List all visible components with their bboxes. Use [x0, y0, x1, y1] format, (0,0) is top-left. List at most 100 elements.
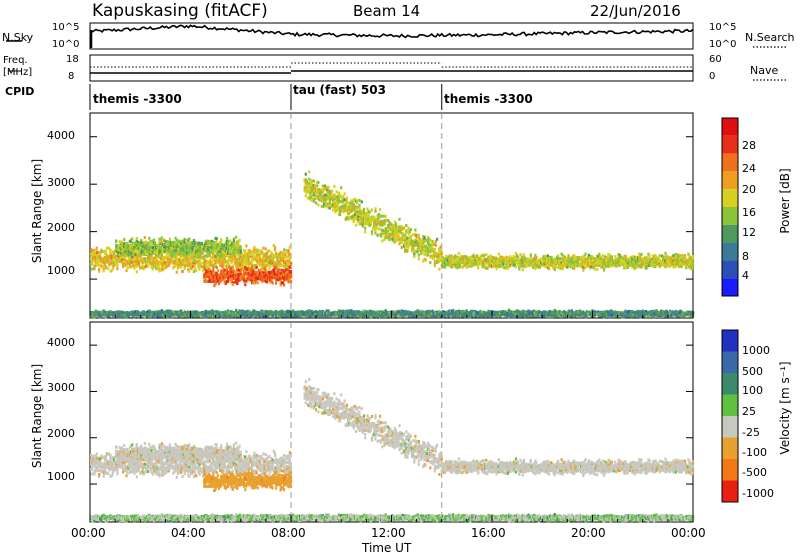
power-cell	[205, 240, 207, 243]
power-cell	[185, 239, 187, 242]
power-cell	[189, 248, 191, 251]
power-cell	[276, 253, 278, 256]
power-cell	[107, 267, 109, 270]
power-cell	[185, 255, 187, 258]
velocity-cell	[183, 459, 185, 462]
power-cell	[136, 265, 138, 268]
power-cell	[237, 242, 239, 245]
power-cell	[240, 250, 242, 253]
power-cell	[112, 267, 114, 270]
velocity-cell	[149, 446, 151, 449]
velocity-cell	[105, 471, 107, 474]
power-cell	[159, 270, 161, 273]
power-cell	[161, 241, 163, 244]
velocity-cell	[136, 470, 138, 473]
power-cell	[248, 256, 250, 259]
power-cell	[252, 258, 254, 261]
power-cell	[188, 263, 190, 266]
velocity-cell	[272, 486, 274, 489]
power-cell	[199, 255, 201, 258]
power-cell	[111, 255, 113, 258]
velocity-cell	[131, 443, 133, 446]
velocity-cell	[91, 473, 93, 476]
power-cell	[154, 241, 156, 244]
velocity-cell	[185, 460, 187, 463]
velocity-cell	[290, 467, 292, 470]
power-cell	[115, 240, 117, 243]
power-cell	[147, 265, 149, 268]
power-cell	[231, 261, 233, 264]
velocity-cell	[138, 469, 140, 472]
power-cell	[251, 265, 253, 268]
velocity-cell	[154, 447, 156, 450]
velocity-cell	[211, 448, 213, 451]
power-cell	[116, 267, 118, 270]
power-cell	[219, 255, 221, 258]
power-cell	[281, 264, 283, 267]
velocity-cell	[188, 475, 190, 478]
velocity-cell	[157, 460, 159, 463]
velocity-cell	[269, 470, 271, 473]
velocity-cell	[235, 442, 237, 445]
velocity-cell	[98, 473, 100, 476]
velocity-cell	[109, 457, 111, 460]
velocity-cell	[169, 443, 171, 446]
velocity-cell	[91, 468, 93, 471]
velocity-cell	[199, 473, 201, 476]
velocity-cell	[185, 445, 187, 448]
power-cell	[100, 265, 102, 268]
velocity-cell	[244, 456, 246, 459]
power-cell	[105, 252, 107, 255]
velocity-cell	[128, 463, 130, 466]
power-cell	[135, 249, 137, 252]
power-cell	[161, 236, 163, 239]
velocity-cell	[221, 470, 223, 473]
power-cell	[157, 254, 159, 257]
velocity-cell	[236, 487, 238, 490]
velocity-cell	[92, 455, 94, 458]
power-cell	[201, 242, 203, 245]
power-cell	[229, 250, 231, 253]
power-cell	[244, 250, 246, 253]
velocity-cell	[289, 463, 291, 466]
power-cell	[138, 264, 140, 267]
nsky-series	[90, 25, 693, 37]
velocity-cell	[211, 469, 213, 472]
velocity-cell	[181, 475, 183, 478]
power-cell	[180, 266, 182, 269]
power-cell	[162, 267, 164, 270]
power-cell	[235, 236, 237, 239]
power-cell	[136, 237, 138, 240]
power-cell	[256, 266, 258, 269]
power-cell	[176, 258, 178, 261]
power-cell	[243, 276, 245, 279]
velocity-cell	[176, 461, 178, 464]
velocity-cell	[107, 472, 109, 475]
power-cell	[275, 282, 277, 285]
velocity-cell	[232, 488, 234, 491]
power-cell	[104, 263, 106, 266]
velocity-cell	[148, 460, 150, 463]
velocity-cell	[219, 469, 221, 472]
power-cell	[192, 265, 194, 268]
velocity-cell	[100, 470, 102, 473]
power-cell	[149, 240, 151, 243]
power-cell	[216, 237, 218, 240]
velocity-cell	[220, 484, 222, 487]
velocity-cell	[284, 462, 286, 465]
power-cell	[266, 254, 268, 257]
power-cell	[98, 268, 100, 271]
velocity-cell	[188, 443, 190, 446]
power-cell	[181, 270, 183, 273]
velocity-panel	[90, 322, 693, 522]
power-cell	[272, 282, 274, 285]
power-cell	[236, 282, 238, 285]
power-cell	[221, 255, 223, 258]
velocity-cell	[207, 460, 209, 463]
velocity-cell	[135, 454, 137, 457]
velocity-cell	[265, 453, 267, 456]
power-cell	[103, 269, 105, 272]
power-cell	[288, 249, 290, 252]
velocity-cell	[161, 442, 163, 445]
power-cell	[240, 245, 242, 248]
